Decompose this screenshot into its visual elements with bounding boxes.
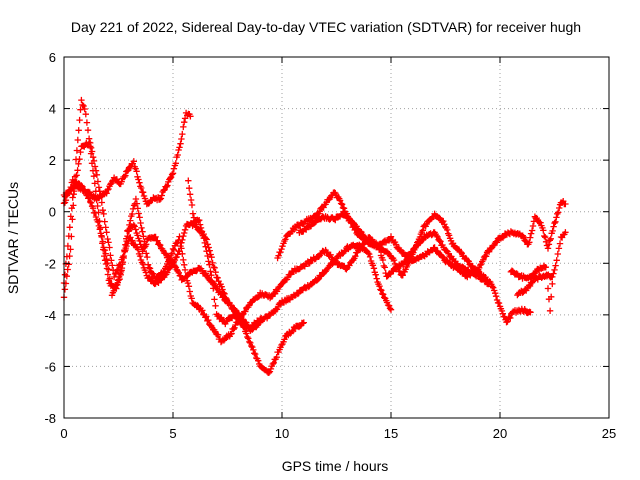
y-axis-label: SDTVAR / TECUs [5,182,21,294]
series-markers [60,109,194,208]
y-tick-label: -6 [44,359,56,374]
x-tick-label: 20 [493,426,507,441]
series-arc9 [514,229,569,299]
x-tick-label: 25 [602,426,616,441]
x-tick-label: 5 [169,426,176,441]
series-arc7 [296,198,569,281]
series-arc5 [185,177,307,376]
y-tick-label: 2 [49,153,56,168]
x-tick-label: 15 [384,426,398,441]
x-tick-label: 0 [60,426,67,441]
y-tick-label: 0 [49,205,56,220]
axis-ticks: 0 5 10 15 20 25 -8 -6 -4 -2 0 2 4 6 [44,50,616,441]
x-tick-label: 10 [275,426,289,441]
series-markers [514,229,569,299]
series-arc4 [60,109,194,208]
series-markers [296,198,569,281]
y-tick-label: -4 [44,308,56,323]
series-arc8 [507,262,556,314]
data-series [60,96,569,376]
series-markers [185,177,307,376]
y-tick-label: 4 [49,102,56,117]
x-axis-label: GPS time / hours [282,458,389,474]
y-tick-label: -2 [44,256,56,271]
series-markers [507,262,556,314]
chart-title: Day 221 of 2022, Sidereal Day-to-day VTE… [71,19,581,35]
y-tick-label: 6 [49,50,56,65]
y-tick-label: -8 [44,411,56,426]
plot-frame [63,56,610,419]
